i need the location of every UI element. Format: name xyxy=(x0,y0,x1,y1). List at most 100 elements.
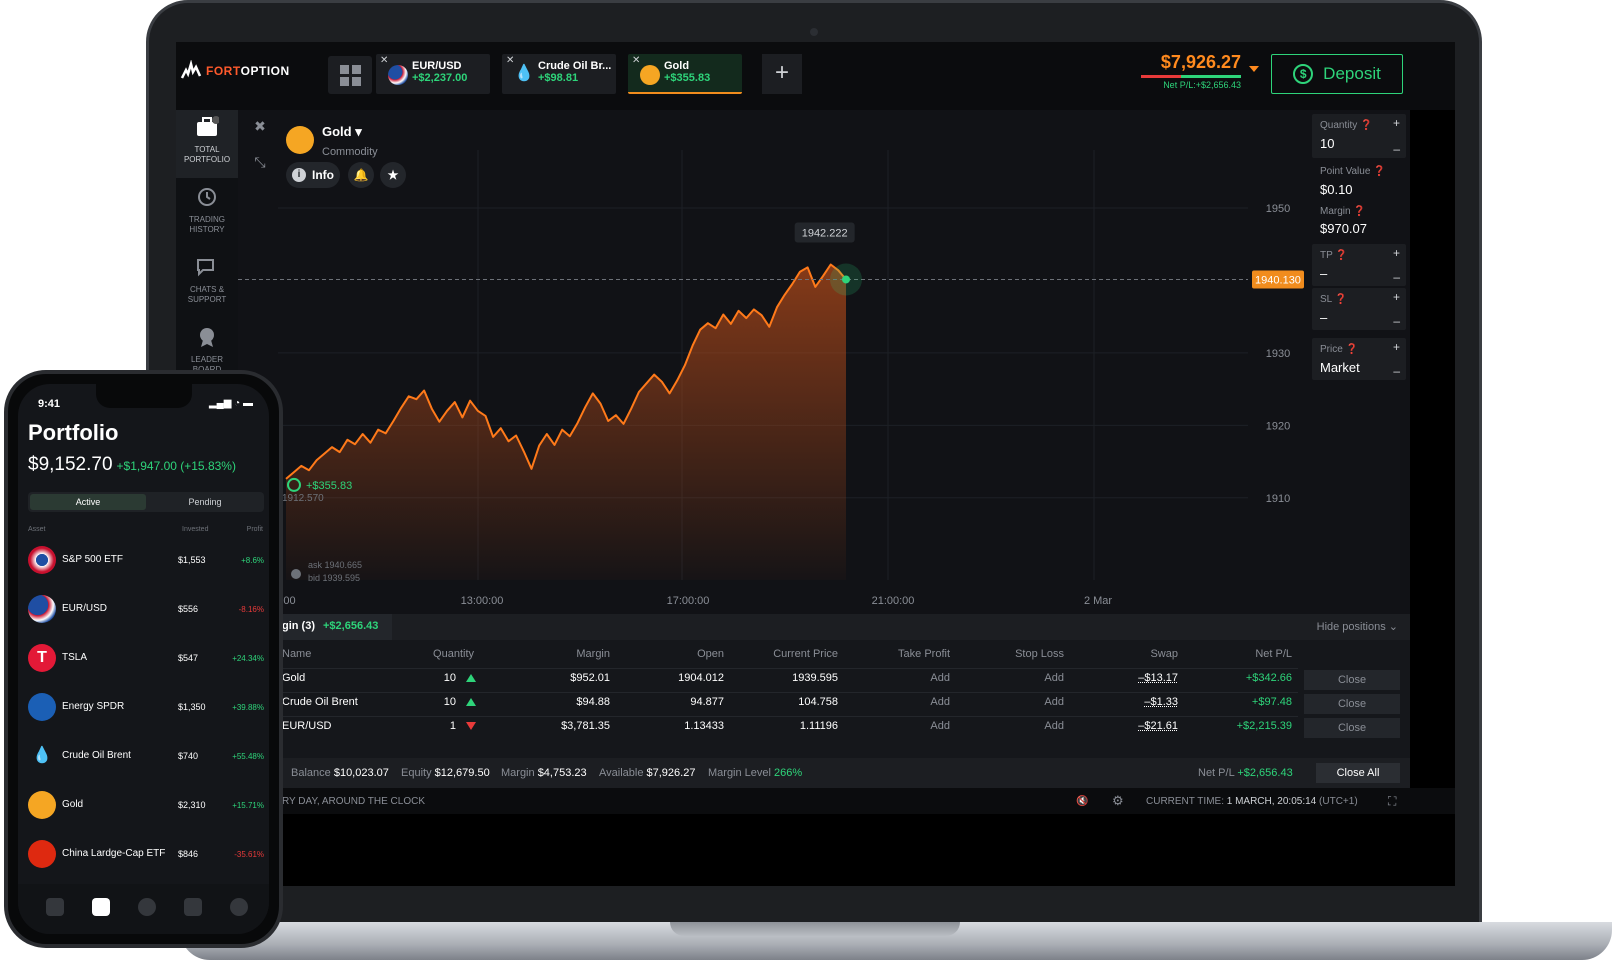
asset-name: S&P 500 ETF xyxy=(62,554,123,565)
close-all-button[interactable]: Close All xyxy=(1316,763,1400,783)
take-profit-stepper[interactable]: TP ❓ – + – xyxy=(1312,244,1406,286)
mute-icon[interactable]: 🔇 xyxy=(1076,796,1089,807)
cell-sl[interactable]: Add xyxy=(1044,696,1064,708)
column-header: Net P/L xyxy=(1255,648,1292,660)
add-tab-button[interactable]: + xyxy=(762,54,802,94)
profile-icon[interactable] xyxy=(230,898,248,916)
cell-tp[interactable]: Add xyxy=(930,672,950,684)
cell-tp[interactable]: Add xyxy=(930,696,950,708)
signal-wifi-battery-icon: ▂▄▆ ◔ ▬ xyxy=(208,398,253,409)
collapse-icon[interactable]: ⤡ xyxy=(254,154,266,170)
list-item[interactable]: Energy SPDR $1,350 +39.88% xyxy=(28,687,264,727)
column-header: Name xyxy=(282,648,312,660)
logo[interactable]: FORTOPTION xyxy=(180,60,290,82)
hide-positions-button[interactable]: Hide positions ⌄ xyxy=(1316,621,1398,633)
tab-pl: +$2,237.00 xyxy=(412,72,468,84)
tp-value[interactable]: – xyxy=(1320,266,1328,281)
layout-grid-button[interactable] xyxy=(328,56,372,94)
close-position-button[interactable]: Close xyxy=(1304,694,1400,714)
price-stepper[interactable]: Price ❓ Market + – xyxy=(1312,338,1406,380)
quantity-value[interactable]: 10 xyxy=(1320,136,1335,151)
minus-icon[interactable]: – xyxy=(1393,364,1400,378)
plus-icon[interactable] xyxy=(92,898,110,916)
news-icon[interactable] xyxy=(184,898,202,916)
tab-active[interactable]: Active xyxy=(30,494,146,510)
bid-label: bid 1939.595 xyxy=(308,573,360,583)
tp-label: TP ❓ xyxy=(1320,250,1348,261)
laptop-screen: FORTOPTION ✕ EUR/USD +$2,237.00 ✕ 💧 Crud… xyxy=(176,42,1455,886)
asset-logo-icon xyxy=(28,693,56,721)
close-icon[interactable]: ✕ xyxy=(506,55,515,66)
quantity-stepper[interactable]: Quantity ❓ 10 + – xyxy=(1312,114,1406,158)
table-row[interactable] xyxy=(238,716,1298,738)
column-header: Swap xyxy=(1150,648,1178,660)
sl-value[interactable]: – xyxy=(1320,310,1328,325)
info-button[interactable]: i Info xyxy=(286,162,340,188)
cell-current: 1.11196 xyxy=(799,720,838,732)
close-icon[interactable]: ✕ xyxy=(380,55,389,66)
close-chart-icon[interactable]: ✖ xyxy=(254,118,266,134)
minus-icon[interactable]: – xyxy=(1393,142,1400,156)
arrow-down-icon xyxy=(466,722,476,730)
chevron-down-icon[interactable] xyxy=(1249,66,1259,72)
list-item[interactable]: 💧 Crude Oil Brent $740 +55.48% xyxy=(28,736,264,776)
asset-profit: -35.61% xyxy=(234,850,264,859)
cell-sl[interactable]: Add xyxy=(1044,672,1064,684)
bell-icon[interactable]: 🔔 xyxy=(348,162,374,188)
minus-icon[interactable]: – xyxy=(1393,314,1400,328)
close-position-button[interactable]: Close xyxy=(1304,670,1400,690)
history-icon xyxy=(198,188,216,206)
order-panel: Quantity ❓ 10 + – Point Value ❓ $0.10 Ma… xyxy=(1310,110,1410,614)
stop-loss-stepper[interactable]: SL ❓ – + – xyxy=(1312,288,1406,330)
list-item[interactable]: S&P 500 ETF $1,553 +8.6% xyxy=(28,540,264,580)
close-position-button[interactable]: Close xyxy=(1304,718,1400,738)
tab-eurusd[interactable]: ✕ EUR/USD +$2,237.00 xyxy=(376,54,490,94)
minus-icon[interactable]: – xyxy=(1393,270,1400,284)
price-chart[interactable]: 1950 1930 1920 1910:00 13:00:00 17:00:00 21:00… xyxy=(238,110,1310,614)
star-icon[interactable]: ★ xyxy=(380,162,406,188)
asset-profit: -8.16% xyxy=(238,605,264,614)
table-row[interactable] xyxy=(238,668,1298,690)
column-header: Margin xyxy=(576,648,610,660)
positions-title[interactable]: gin (3) +$2,656.43 xyxy=(282,620,379,632)
table-row[interactable] xyxy=(238,692,1298,714)
briefcase-icon[interactable] xyxy=(46,898,64,916)
asset-invested: $846 xyxy=(178,849,199,859)
list-item[interactable]: T TSLA $547 +24.34% xyxy=(28,638,264,678)
sidebar-item-trading-history[interactable]: TRADING HISTORY xyxy=(176,180,238,248)
plus-icon[interactable]: + xyxy=(1392,290,1400,304)
cell-tp[interactable]: Add xyxy=(930,720,950,732)
camera xyxy=(810,28,818,36)
sidebar-item-chats-support[interactable]: CHATS & SUPPORT xyxy=(176,250,238,318)
net-pl-summary: Net P/L +$2,656.43 xyxy=(1198,767,1293,779)
plus-icon[interactable]: + xyxy=(1392,340,1400,354)
cell-sl[interactable]: Add xyxy=(1044,720,1064,732)
list-item[interactable]: EUR/USD $556 -8.16% xyxy=(28,589,264,629)
cell-margin: $94.88 xyxy=(576,696,610,708)
sidebar-item-leader-board[interactable]: LEADER BOARD xyxy=(176,320,238,388)
tab-crude-oil[interactable]: ✕ 💧 Crude Oil Br... +$98.81 xyxy=(502,54,616,94)
price-value[interactable]: Market xyxy=(1320,360,1360,375)
gear-icon[interactable]: ⚙ xyxy=(1112,793,1124,808)
gold-icon xyxy=(286,126,314,154)
account-balance[interactable]: $7,926.27 Net P/L:+$2,656.43 xyxy=(1141,52,1241,90)
chart-icon[interactable] xyxy=(138,898,156,916)
asset-invested: $1,350 xyxy=(178,702,206,712)
sidebar-item-total-portfolio[interactable]: TOTAL PORTFOLIO xyxy=(176,110,238,178)
asset-logo-icon xyxy=(28,595,56,623)
asset-name[interactable]: Gold ▾ xyxy=(322,124,362,139)
deposit-button[interactable]: $ Deposit xyxy=(1271,54,1403,94)
tab-pending[interactable]: Pending xyxy=(188,497,222,507)
tab-gold[interactable]: ✕ Gold +$355.83 xyxy=(628,54,742,94)
list-item[interactable]: Gold $2,310 +15.71% xyxy=(28,785,264,825)
cell-pl: +$2,215.39 xyxy=(1236,720,1292,732)
fullscreen-icon[interactable]: ⛶ xyxy=(1388,794,1397,808)
list-item[interactable]: China Lardge-Cap ETF $846 -35.61% xyxy=(28,834,264,874)
chat-icon xyxy=(197,259,214,277)
chart-area[interactable]: 1950 1930 1920 1910:00 13:00:00 17:00:00 21:00… xyxy=(238,110,1310,614)
plus-icon[interactable]: + xyxy=(1392,246,1400,260)
plus-icon[interactable]: + xyxy=(1392,116,1400,130)
entry-pl-label: +$355.83 xyxy=(306,480,352,492)
cell-swap: –$21.61 xyxy=(1138,720,1178,732)
close-icon[interactable]: ✕ xyxy=(632,55,641,66)
